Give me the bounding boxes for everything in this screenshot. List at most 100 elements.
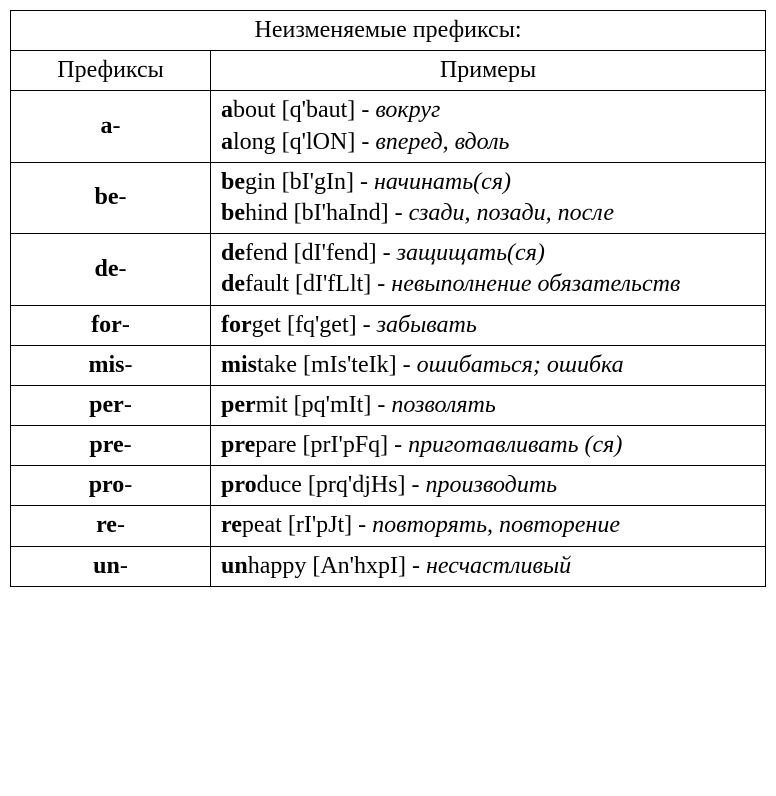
example-translation: повторять, повторение [372, 512, 620, 538]
example-cell: permit [pq'mIt] - позволять [211, 385, 766, 425]
example-word-bold: for [221, 312, 252, 338]
example-word-bold: pro [221, 472, 257, 498]
example-line: along [q'lON] - вперед, вдоль [221, 127, 755, 158]
example-word-rest: gin [245, 169, 276, 195]
example-line: about [q'baut] - вокруг [221, 95, 755, 126]
example-word-bold: re [221, 512, 242, 538]
example-phonetic: [prI'pFq] [303, 432, 389, 458]
example-translation: вперед, вдоль [375, 129, 509, 155]
dash-separator: - [406, 472, 426, 498]
example-word-rest: take [257, 352, 297, 378]
example-translation: начинать(ся) [374, 169, 511, 195]
col-header-prefix: Префиксы [11, 51, 211, 91]
prefix-bold: pre [89, 432, 123, 458]
dash-separator: - [377, 240, 397, 266]
example-phonetic: [bI'gIn] [282, 169, 354, 195]
example-word-bold: un [221, 553, 248, 579]
example-line: permit [pq'mIt] - позволять [221, 390, 755, 421]
table-row: a-about [q'baut] - вокругalong [q'lON] -… [11, 91, 766, 162]
example-line: default [dI'fLlt] - невыполнение обязате… [221, 269, 755, 300]
example-cell: forget [fq'get] - забывать [211, 305, 766, 345]
table-row: re - repeat [rI'pJt] - повторять, повторен… [11, 506, 766, 546]
example-cell: begin [bI'gIn] - начинать(ся) behind [bI'… [211, 162, 766, 233]
prefix-cell: un- [11, 546, 211, 586]
table-row: for -forget [fq'get] - забывать [11, 305, 766, 345]
dash-separator: - [397, 352, 417, 378]
example-line: unhappy [An'hxpI] - несчастливый [221, 551, 755, 582]
example-word-rest: duce [257, 472, 302, 498]
example-word-bold: a [221, 129, 233, 155]
example-word-bold: pre [221, 432, 255, 458]
prefix-bold: per [89, 392, 124, 418]
dash-separator: - [371, 271, 391, 297]
dash-separator: - [389, 200, 409, 226]
table-row: pro-produce [prq'djHs] - производить [11, 466, 766, 506]
example-line: mistake [mIs'teIk] - ошибаться; ошибка [221, 350, 755, 381]
example-word-rest: happy [248, 553, 307, 579]
table-row: de - defend [dI'fend] - защищать(ся) defaul… [11, 234, 766, 305]
table-row: un-unhappy [An'hxpI] - несчастливый [11, 546, 766, 586]
example-phonetic: [dI'fend] [294, 240, 377, 266]
example-translation: производить [426, 472, 558, 498]
example-word-rest: bout [233, 97, 276, 123]
prefix-cell: mis- [11, 345, 211, 385]
prefix-tail: - [124, 472, 132, 498]
prefix-bold: be [95, 184, 119, 210]
example-phonetic: [rI'pJt] [288, 512, 352, 538]
example-translation: ошибаться; ошибка [417, 352, 624, 378]
prefix-tail: - [120, 553, 128, 579]
dash-separator: - [355, 97, 375, 123]
example-word-rest: peat [242, 512, 282, 538]
example-line: behind [bI'haInd] - сзади, позади, после [221, 198, 755, 229]
dash-separator: - [357, 312, 377, 338]
dash-separator: - [406, 553, 426, 579]
dash-separator: - [354, 169, 374, 195]
example-word-rest: get [252, 312, 281, 338]
example-word-bold: de [221, 240, 245, 266]
table-row: mis-mistake [mIs'teIk] - ошибаться; ошиб… [11, 345, 766, 385]
example-translation: позволять [391, 392, 495, 418]
example-cell: prepare [prI'pFq] - приготавливать (ся) [211, 426, 766, 466]
example-phonetic: [dI'fLlt] [295, 271, 371, 297]
example-cell: unhappy [An'hxpI] - несчастливый [211, 546, 766, 586]
example-word-rest: fend [245, 240, 288, 266]
example-word-bold: de [221, 271, 245, 297]
example-cell: defend [dI'fend] - защищать(ся) default [… [211, 234, 766, 305]
prefix-tail: - [124, 432, 132, 458]
example-phonetic: [bI'haInd] [294, 200, 389, 226]
prefix-cell: a- [11, 91, 211, 162]
example-translation: забывать [377, 312, 477, 338]
example-translation: сзади, позади, после [409, 200, 614, 226]
example-line: forget [fq'get] - забывать [221, 310, 755, 341]
col-header-examples: Примеры [211, 51, 766, 91]
example-word-bold: be [221, 169, 245, 195]
prefix-bold: pro [89, 472, 125, 498]
table-row: pre-prepare [prI'pFq] - приготавливать (… [11, 426, 766, 466]
table-title: Неизменяемые префиксы: [11, 11, 766, 51]
example-line: repeat [rI'pJt] - повторять, повторение [221, 510, 755, 541]
example-translation: приготавливать (ся) [408, 432, 622, 458]
example-phonetic: [mIs'teIk] [303, 352, 397, 378]
example-line: prepare [prI'pFq] - приготавливать (ся) [221, 430, 755, 461]
example-translation: вокруг [375, 97, 440, 123]
prefix-tail: - [119, 256, 127, 282]
example-word-bold: be [221, 200, 245, 226]
example-translation: невыполнение обязательств [391, 271, 680, 297]
prefix-tail: - [113, 113, 121, 139]
prefix-bold: mis [89, 352, 125, 378]
example-translation: защищать(ся) [397, 240, 545, 266]
example-word-rest: fault [245, 271, 289, 297]
example-word-rest: mit [256, 392, 288, 418]
prefix-bold: for [91, 312, 122, 338]
example-phonetic: [q'lON] [282, 129, 356, 155]
example-cell: mistake [mIs'teIk] - ошибаться; ошибка [211, 345, 766, 385]
example-cell: about [q'baut] - вокругalong [q'lON] - в… [211, 91, 766, 162]
dash-separator: - [355, 129, 375, 155]
example-line: produce [prq'djHs] - производить [221, 470, 755, 501]
table-row: be-begin [bI'gIn] - начинать(ся)behind [… [11, 162, 766, 233]
example-phonetic: [fq'get] [287, 312, 357, 338]
prefix-tail: - [117, 512, 125, 538]
example-cell: repeat [rI'pJt] - повторять, повторение [211, 506, 766, 546]
example-phonetic: [q'baut] [282, 97, 356, 123]
example-translation: несчастливый [426, 553, 571, 579]
